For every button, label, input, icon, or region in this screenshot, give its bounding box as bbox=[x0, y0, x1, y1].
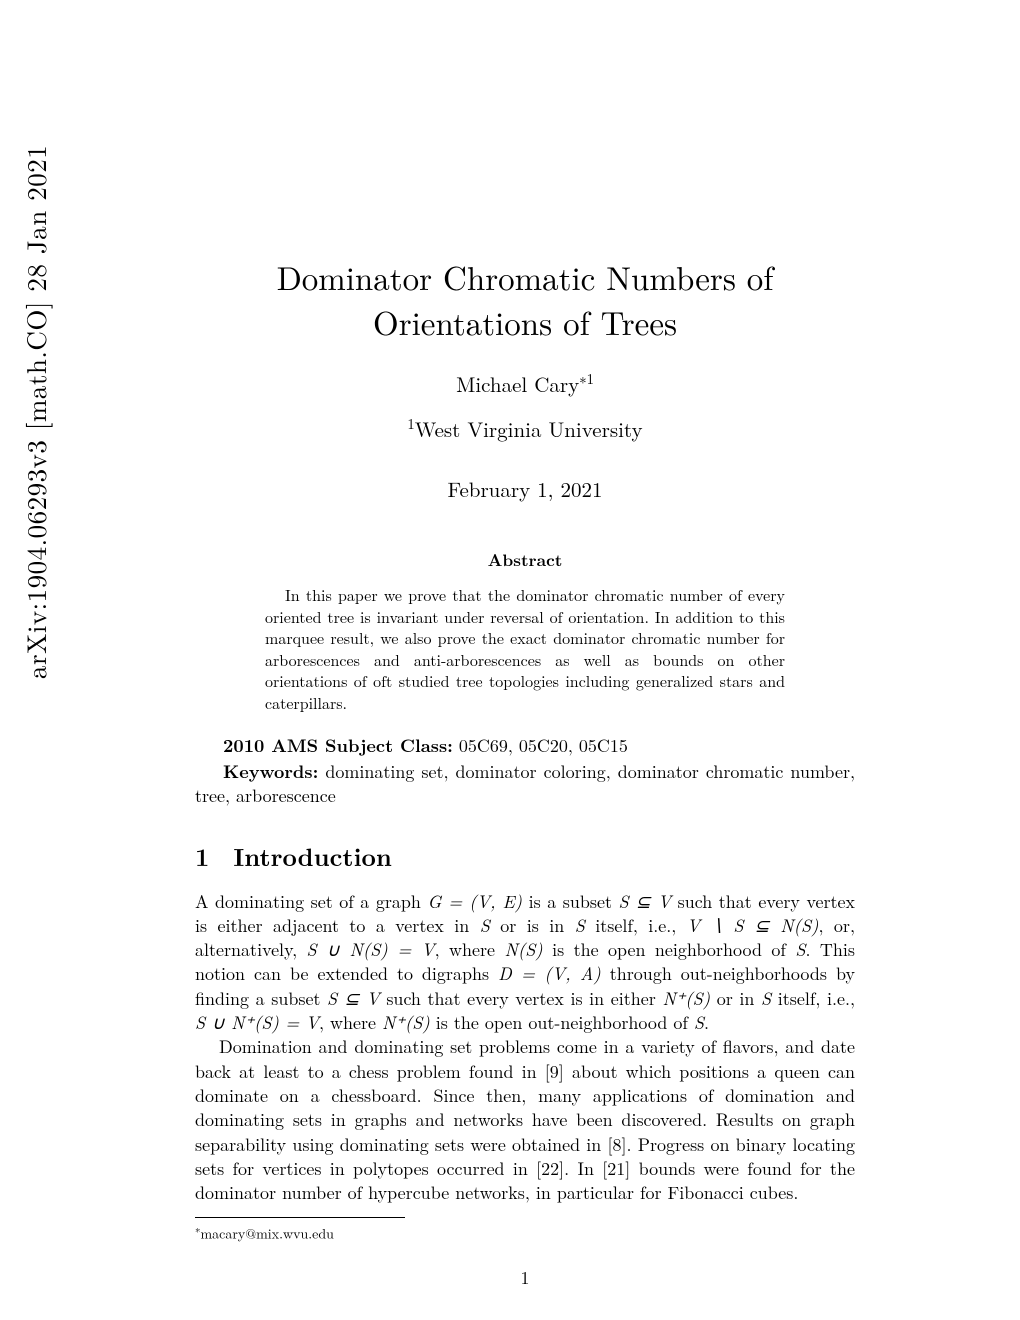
paragraph-2: Domination and dominating set problems c… bbox=[195, 1035, 855, 1205]
t: is the open out-neighborhood of bbox=[430, 1010, 694, 1035]
page-content: Dominator Chromatic Numbers of Orientati… bbox=[195, 255, 855, 1244]
t: , where bbox=[435, 937, 505, 962]
section-title: Introduction bbox=[233, 839, 392, 874]
keywords-line: Keywords: dominating set, dominator colo… bbox=[195, 760, 855, 809]
math: S ∪ N(S) = V bbox=[306, 937, 434, 962]
math: G = (V, E) bbox=[427, 889, 522, 914]
affiliation-line: 1West Virginia University bbox=[195, 413, 855, 444]
section-number: 1 bbox=[195, 839, 209, 874]
math: N⁺(S) bbox=[662, 986, 710, 1011]
author-marker: ∗1 bbox=[579, 368, 594, 389]
math: N(S) bbox=[504, 937, 542, 962]
t: , where bbox=[319, 1010, 382, 1035]
subject-class-line: 2010 AMS Subject Class: 05C69, 05C20, 05… bbox=[195, 734, 855, 758]
t: such that every vertex is in either bbox=[380, 986, 663, 1011]
t: is a subset bbox=[522, 889, 618, 914]
t: is the open neighborhood of bbox=[543, 937, 796, 962]
math: S bbox=[575, 913, 585, 938]
footnote-rule bbox=[195, 1217, 405, 1218]
math: S ⊆ V bbox=[619, 889, 672, 914]
math: S bbox=[480, 913, 490, 938]
t: or is in bbox=[490, 913, 575, 938]
footnote-text: macary@mix.wvu.edu bbox=[201, 1224, 334, 1244]
abstract-body: In this paper we prove that the dominato… bbox=[265, 584, 785, 714]
arxiv-stamp: arXiv:1904.06293v3 [math.CO] 28 Jan 2021 bbox=[16, 145, 54, 679]
math: S bbox=[795, 937, 805, 962]
math: D = (V, A) bbox=[498, 961, 601, 986]
affiliation-text: West Virginia University bbox=[415, 414, 643, 444]
subject-class-label: 2010 AMS Subject Class: bbox=[223, 733, 453, 758]
abstract-heading: Abstract bbox=[195, 548, 855, 572]
paragraph-1: A dominating set of a graph G = (V, E) i… bbox=[195, 890, 855, 1036]
abstract-text: In this paper we prove that the dominato… bbox=[265, 584, 785, 714]
t: itself, i.e., bbox=[585, 913, 687, 938]
author-name: Michael Cary bbox=[456, 369, 579, 399]
body-text: A dominating set of a graph G = (V, E) i… bbox=[195, 890, 855, 1206]
math: S ∪ N⁺(S) = V bbox=[195, 1010, 319, 1035]
author-line: Michael Cary∗1 bbox=[195, 368, 855, 399]
math: S bbox=[761, 986, 771, 1011]
subject-class-value: 05C69, 05C20, 05C15 bbox=[459, 733, 628, 758]
paper-title: Dominator Chromatic Numbers of Orientati… bbox=[195, 255, 855, 344]
math: S ⊆ V bbox=[327, 986, 380, 1011]
math: N⁺(S) bbox=[382, 1010, 430, 1035]
t: A dominating set of a graph bbox=[195, 889, 427, 914]
t: or in bbox=[710, 986, 761, 1011]
date-line: February 1, 2021 bbox=[195, 474, 855, 504]
page-number: 1 bbox=[195, 1265, 855, 1290]
math: V ∖ S ⊆ N(S) bbox=[687, 913, 819, 938]
math: S bbox=[694, 1010, 704, 1035]
t: . bbox=[704, 1010, 709, 1035]
affiliation-marker: 1 bbox=[407, 413, 414, 434]
t: itself, i.e., bbox=[771, 986, 855, 1011]
section-heading: 1 Introduction bbox=[195, 839, 855, 874]
keywords-label: Keywords: bbox=[223, 759, 318, 784]
footnote: ∗macary@mix.wvu.edu bbox=[195, 1222, 855, 1244]
